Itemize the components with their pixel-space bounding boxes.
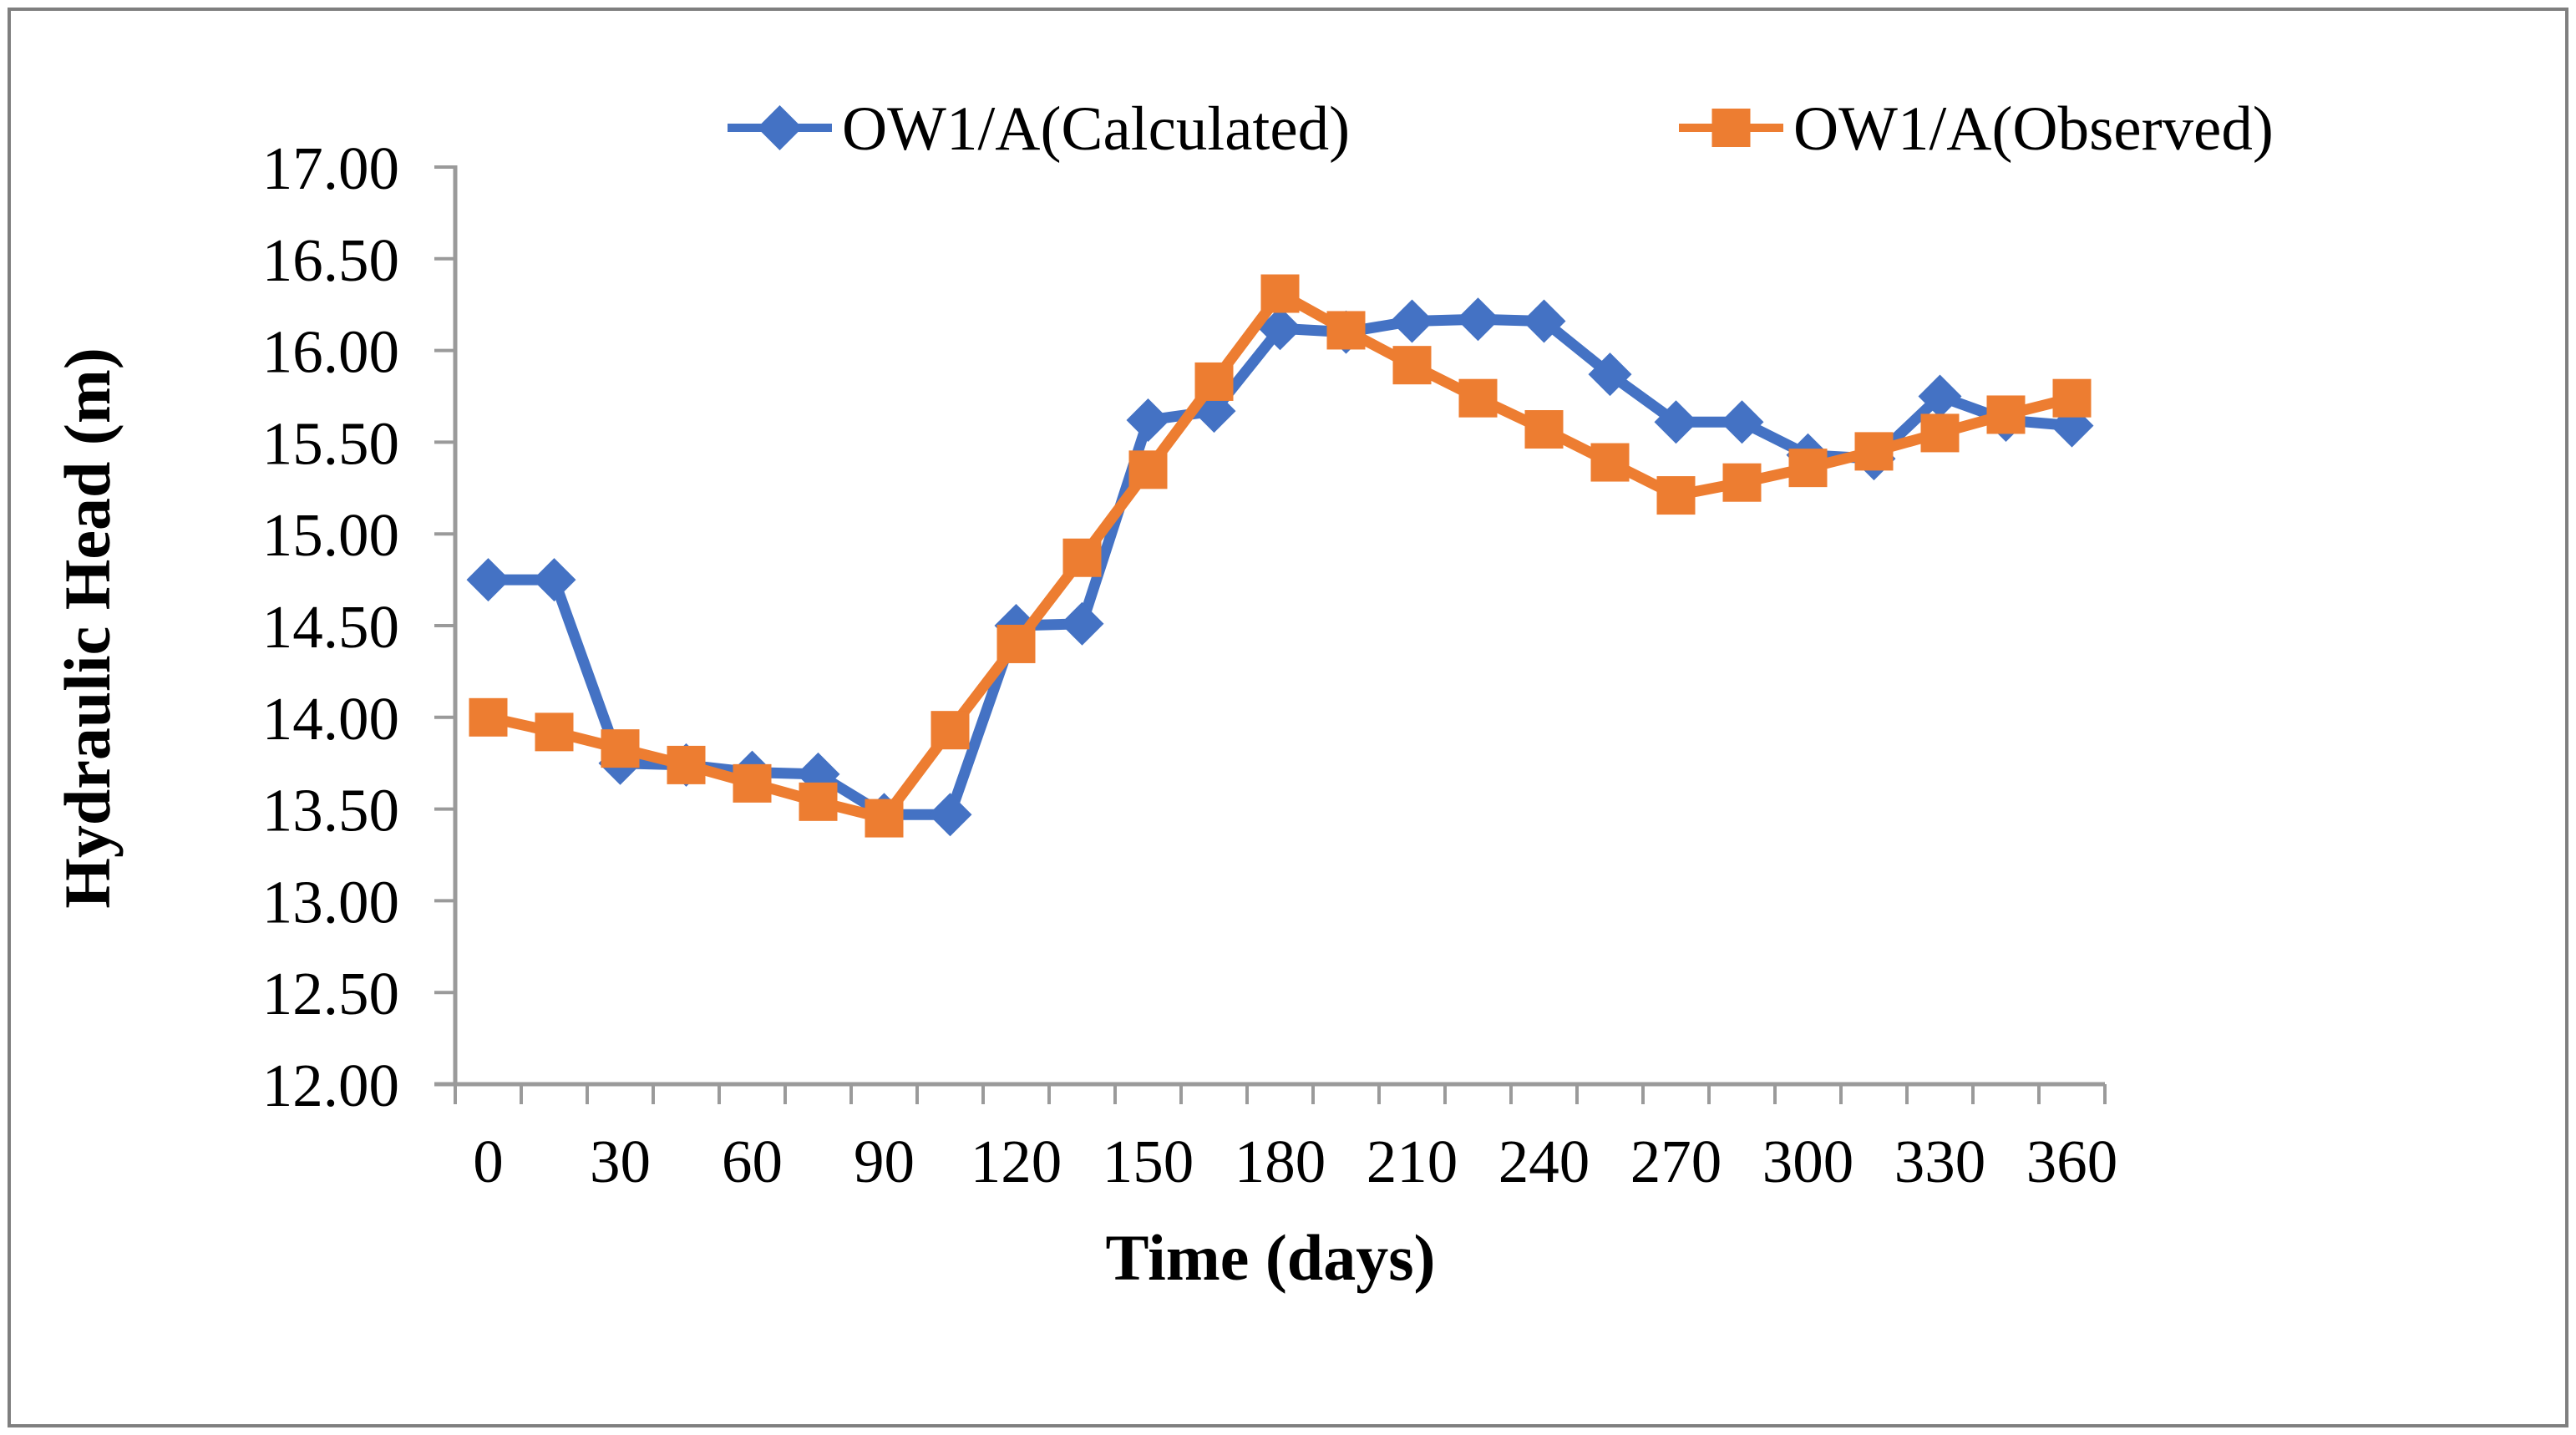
data-point-square-1 [1128,450,1168,489]
x-tick-label: 60 [722,1128,783,1195]
data-point-square-1 [996,624,1036,663]
x-tick-label: 180 [1235,1128,1326,1195]
x-tick-label: 270 [1630,1128,1722,1195]
x-axis-title: Time (days) [1105,1221,1435,1294]
y-tick-label: 13.00 [262,868,399,936]
x-tick-label: 30 [590,1128,651,1195]
legend-diamond-icon [757,105,803,150]
data-point-square-1 [1458,378,1498,418]
data-point-square-1 [535,712,574,752]
data-point-diamond-0 [1918,374,1962,418]
data-point-diamond-0 [1390,299,1434,343]
y-tick-label: 14.00 [262,685,399,753]
y-tick-label: 14.50 [262,593,399,661]
data-point-diamond-0 [532,558,576,602]
x-tick-label: 360 [2026,1128,2118,1195]
figure-border [8,8,2568,1427]
data-point-square-1 [1656,476,1696,515]
y-axis-title: Hydraulic Head (m) [51,347,124,909]
data-point-square-1 [1260,274,1300,313]
x-tick-label: 300 [1762,1128,1854,1195]
x-tick-label: 330 [1894,1128,1986,1195]
data-point-square-1 [1194,362,1234,401]
data-point-diamond-0 [928,793,972,837]
y-tick-label: 16.50 [262,226,399,294]
x-tick-label: 240 [1498,1128,1590,1195]
data-point-square-1 [799,782,838,821]
y-tick-label: 12.50 [262,960,399,1027]
y-tick-label: 17.00 [262,134,399,202]
series-line-1 [483,288,2077,824]
y-tick-label: 15.50 [262,409,399,477]
data-point-diamond-0 [1456,297,1500,342]
x-tick-label: 90 [854,1128,915,1195]
data-point-square-1 [931,711,970,750]
data-point-diamond-0 [466,558,510,602]
legend-label-observed: OW1/A(Observed) [1793,94,2274,164]
data-point-diamond-0 [1060,601,1104,646]
data-point-square-1 [2052,378,2092,418]
series-line-0 [483,313,2077,820]
data-point-diamond-0 [1654,400,1698,444]
data-point-square-1 [1788,449,1828,488]
x-tick-label: 150 [1103,1128,1194,1195]
legend-label-calculated: OW1/A(Calculated) [842,94,1350,164]
y-tick-label: 15.00 [262,501,399,569]
data-point-square-1 [1986,395,2026,434]
data-point-diamond-0 [1126,398,1170,443]
data-point-diamond-0 [1720,400,1764,444]
data-point-square-1 [1524,410,1564,449]
data-point-square-1 [733,763,772,803]
x-tick-label: 0 [473,1128,504,1195]
data-point-square-1 [865,799,904,838]
data-point-square-1 [601,729,640,768]
y-tick-label: 16.00 [262,318,399,386]
data-point-diamond-0 [1522,299,1566,343]
data-point-square-1 [1854,432,1894,471]
x-tick-label: 120 [971,1128,1062,1195]
data-point-square-1 [1722,463,1762,502]
data-point-diamond-0 [1588,352,1632,397]
y-tick-label: 13.50 [262,777,399,844]
data-point-square-1 [667,745,706,784]
data-point-square-1 [1590,443,1630,482]
data-point-square-1 [1326,311,1366,350]
legend-square-icon [1711,109,1751,147]
data-point-diamond-0 [1258,307,1302,351]
x-tick-label: 210 [1367,1128,1458,1195]
y-tick-label: 12.00 [262,1052,399,1119]
data-point-square-1 [1392,346,1432,385]
data-point-square-1 [469,697,508,737]
data-point-square-1 [1920,413,1960,453]
data-point-square-1 [1062,538,1102,577]
